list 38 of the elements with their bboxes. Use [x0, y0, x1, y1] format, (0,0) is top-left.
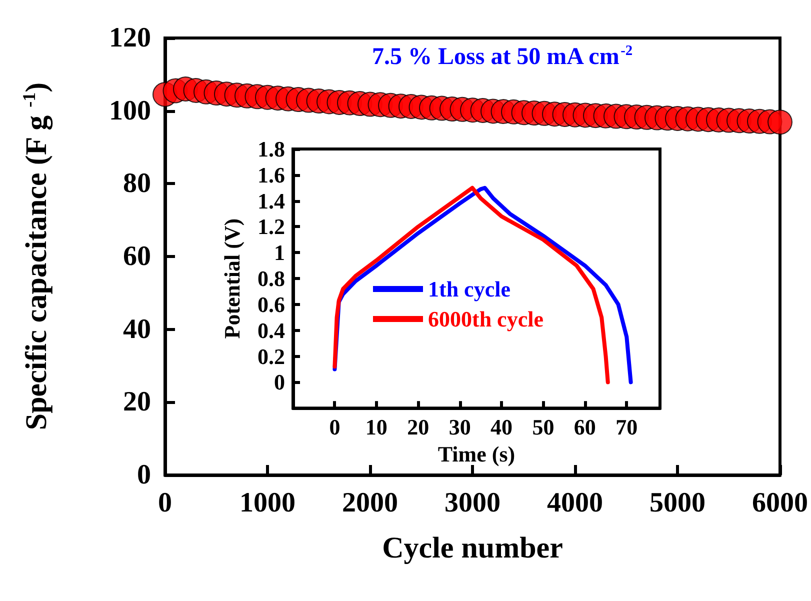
y-tick-label: 1.6	[258, 162, 285, 188]
x-axis-title: Time (s)	[438, 442, 516, 466]
y-tick-label: 100	[109, 95, 151, 126]
y-axis-title: Potential (V)	[220, 218, 244, 339]
legend-label: 6000th cycle	[428, 306, 544, 332]
x-tick-label: 50	[532, 414, 554, 440]
y-tick-label: 1.2	[258, 214, 285, 240]
x-axis-title: Cycle number	[382, 532, 563, 564]
x-tick-label: 60	[574, 414, 596, 440]
y-axis-title: Specific capacitance (F g -1)	[19, 82, 53, 430]
y-tick-label: 60	[123, 241, 151, 272]
y-tick-label: 0.4	[258, 318, 285, 343]
y-tick-label: 40	[123, 314, 151, 345]
y-tick-label: 0.2	[258, 344, 285, 369]
y-tick-label: 0.8	[258, 266, 285, 292]
x-tick-label: 3000	[444, 488, 500, 518]
y-tick-label: 1.8	[258, 136, 285, 162]
y-tick-label: 1.4	[258, 188, 285, 214]
x-tick-label: 10	[365, 414, 388, 440]
y-tick-label: 120	[109, 22, 151, 54]
y-tick-label: 80	[123, 168, 151, 200]
x-tick-label: 4000	[547, 488, 603, 518]
x-tick-label: 5000	[650, 488, 706, 518]
x-tick-label: 0	[158, 488, 172, 518]
x-tick-label: 2000	[342, 488, 398, 518]
y-tick-label: 0.6	[258, 292, 285, 317]
y-tick-label: 0	[274, 370, 285, 395]
x-tick-label: 6000	[752, 488, 808, 518]
x-tick-label: 30	[448, 414, 471, 440]
legend-label: 1th cycle	[428, 276, 511, 302]
y-tick-label: 0	[137, 460, 151, 490]
y-tick-label: 20	[123, 386, 151, 418]
x-tick-label: 40	[490, 414, 513, 440]
x-tick-label: 1000	[240, 488, 296, 518]
x-tick-label: 0	[329, 414, 340, 440]
y-tick-label: 1	[274, 240, 285, 266]
x-tick-label: 20	[407, 414, 430, 440]
x-tick-label: 70	[616, 414, 638, 440]
